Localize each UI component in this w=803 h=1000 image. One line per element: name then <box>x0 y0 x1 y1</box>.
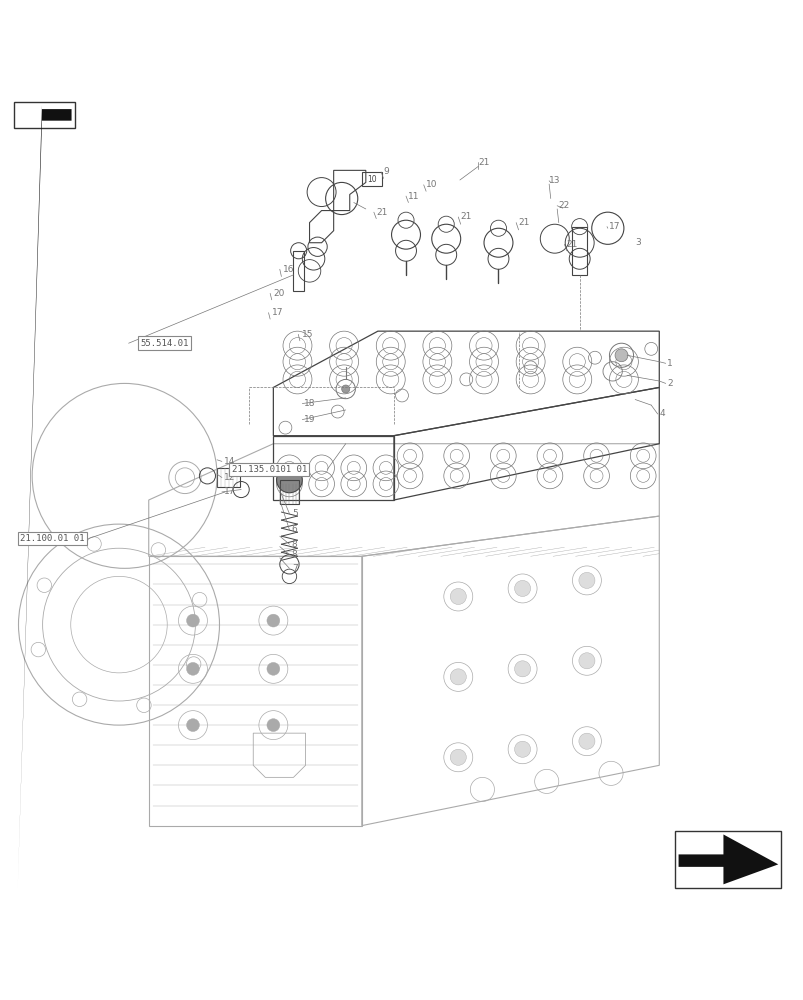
Text: 17: 17 <box>609 222 620 231</box>
Text: 6: 6 <box>291 525 297 534</box>
Text: 8: 8 <box>291 550 297 559</box>
Circle shape <box>276 467 302 493</box>
Text: 10: 10 <box>426 180 437 189</box>
Text: 1: 1 <box>666 359 672 368</box>
Bar <box>361 172 381 186</box>
Text: 4: 4 <box>658 409 664 418</box>
Text: 21: 21 <box>518 218 529 227</box>
Bar <box>14 102 75 128</box>
Circle shape <box>578 653 594 669</box>
Text: 11: 11 <box>408 192 419 201</box>
Bar <box>572 227 586 275</box>
Circle shape <box>514 661 530 677</box>
Text: 21.135.0101 01: 21.135.0101 01 <box>231 465 307 474</box>
Text: 10: 10 <box>367 175 376 184</box>
Circle shape <box>267 662 279 675</box>
Text: 22: 22 <box>558 201 569 210</box>
Text: 19: 19 <box>304 415 315 424</box>
Text: 8: 8 <box>291 540 297 549</box>
Text: 16: 16 <box>283 265 294 274</box>
Circle shape <box>450 669 466 685</box>
Circle shape <box>267 719 279 732</box>
Circle shape <box>267 614 279 627</box>
Text: 15: 15 <box>301 330 312 339</box>
Text: 9: 9 <box>383 167 389 176</box>
Text: 55.514.01: 55.514.01 <box>141 339 189 348</box>
Circle shape <box>514 741 530 757</box>
Text: 7: 7 <box>291 564 297 573</box>
Text: 18: 18 <box>304 399 315 408</box>
Text: 13: 13 <box>548 176 560 185</box>
Text: 14: 14 <box>223 457 234 466</box>
Circle shape <box>450 588 466 605</box>
Text: 21: 21 <box>478 158 489 167</box>
Circle shape <box>514 580 530 596</box>
Bar <box>675 831 781 888</box>
Polygon shape <box>18 105 71 889</box>
Text: 5: 5 <box>291 509 297 518</box>
Text: 21.100.01 01: 21.100.01 01 <box>20 534 84 543</box>
Circle shape <box>186 719 199 732</box>
Text: 21: 21 <box>460 212 471 221</box>
Text: 2: 2 <box>666 379 672 388</box>
Polygon shape <box>678 834 777 884</box>
Circle shape <box>614 349 627 362</box>
Text: 3: 3 <box>634 238 640 247</box>
Circle shape <box>186 662 199 675</box>
Text: 17: 17 <box>223 487 234 496</box>
Text: 12: 12 <box>223 473 234 482</box>
Text: 20: 20 <box>273 289 284 298</box>
Circle shape <box>186 614 199 627</box>
Bar <box>217 468 239 487</box>
Text: 21: 21 <box>376 208 387 217</box>
Circle shape <box>578 572 594 588</box>
Text: 17: 17 <box>271 308 283 317</box>
Bar <box>279 480 299 504</box>
Circle shape <box>578 733 594 749</box>
Circle shape <box>450 749 466 765</box>
Circle shape <box>341 385 349 393</box>
Text: 21: 21 <box>566 240 577 249</box>
